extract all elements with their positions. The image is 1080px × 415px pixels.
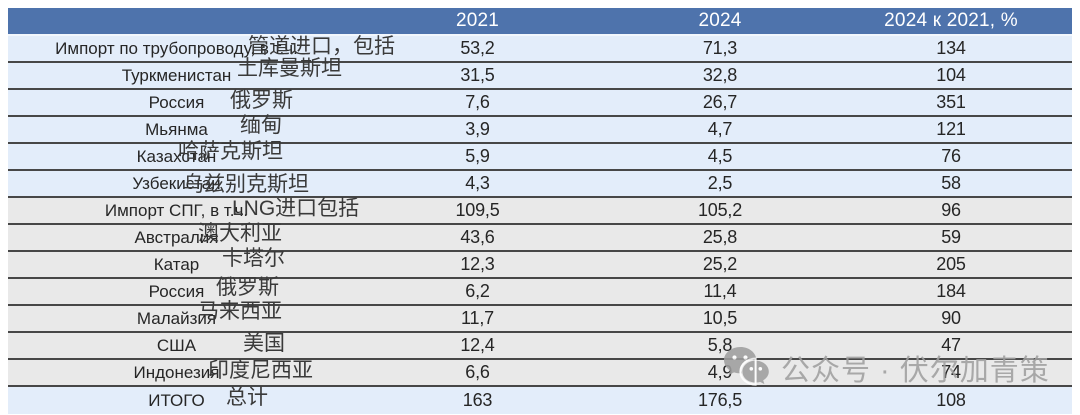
row-value: 12,3 [460,254,495,274]
row-label: США [156,335,197,355]
row-value: 96 [941,200,961,220]
row-label: Россия [148,92,205,112]
translation-overlay: 总计 [226,386,268,409]
row-label: ИТОГО [148,390,205,410]
translation-overlay: 土库曼斯坦 [237,57,342,80]
table-row: ИТОГО 163 176,5 108 [8,387,1072,414]
row-value: 43,6 [460,227,495,247]
table-row: Туркменистан 31,5 32,8 104 [8,63,1072,90]
row-value: 184 [936,281,966,301]
row-value: 4,9 [707,362,733,382]
row-value: 6,6 [465,362,490,382]
row-value: 32,8 [702,65,738,85]
translation-overlay: 澳大利亚 [198,222,282,245]
row-value: 26,7 [702,92,738,112]
row-value: 163 [462,390,493,410]
row-value: 25,8 [702,227,738,247]
translation-overlay: 缅甸 [240,114,282,137]
row-label: Индонезия [133,362,220,382]
row-value: 351 [936,92,966,112]
header-cell-ratio: 2024 к 2021, % [884,10,1018,31]
translation-overlay: 卡塔尔 [222,247,285,270]
row-value: 90 [941,308,961,328]
row-value: 2,5 [707,173,733,193]
translation-overlay: 美国 [243,332,285,355]
table-row: Казахстан 5,9 4,5 76 [8,144,1072,171]
imports-table: 2021 2024 2024 к 2021, % Импорт по трубо… [8,8,1072,414]
row-label: Узбекистан [132,173,221,193]
table-row: Индонезия 6,6 4,9 74 [8,360,1072,387]
row-value: 134 [936,38,966,58]
header-cell-label [8,8,345,34]
header-cell-2024: 2024 [698,10,742,31]
row-value: 6,2 [465,281,490,301]
header-cell-2021: 2021 [455,10,500,31]
table-row: Россия 7,6 26,7 351 [8,90,1072,117]
row-value: 108 [936,390,966,410]
row-value: 105,2 [697,200,743,220]
row-value: 11,7 [461,308,494,328]
translation-overlay: 管道进口，包括 [248,35,395,58]
row-value: 76 [941,146,961,166]
row-value: 47 [941,335,961,355]
row-value: 205 [936,254,966,274]
row-value: 176,5 [697,390,743,410]
table-row: Узбекистан 4,3 2,5 58 [8,171,1072,198]
row-value: 5,8 [707,335,733,355]
table-row: Малайзия 11,7 10,5 90 [8,306,1072,333]
row-value: 71,3 [702,38,738,58]
row-value: 11,4 [703,281,737,301]
watermark-text: 公众号 · 伏尔加青策 [781,355,1050,387]
row-label: Мьянма [145,119,208,139]
table-row: США 12,4 5,8 47 [8,333,1072,360]
row-value: 109,5 [455,200,500,220]
row-value: 4,7 [707,119,733,139]
row-value: 5,9 [465,146,490,166]
row-value: 4,5 [707,146,733,166]
table-row: Импорт по трубопроводу, в т.ч. 53,2 71,3 13… [8,36,1072,63]
table-body: Импорт по трубопроводу, в т.ч. 53,2 71,3 13… [8,36,1072,414]
row-label: Россия [148,281,205,301]
row-value: 4,3 [465,173,490,193]
table-row: Мьянма 3,9 4,7 121 [8,117,1072,144]
row-value: 7,6 [465,92,490,112]
row-label: Импорт СПГ, в т.ч. [104,200,249,220]
row-value: 121 [936,119,966,139]
row-value: 58 [941,173,961,193]
row-value: 3,9 [465,119,490,139]
watermark: 公众号 · 伏尔加青策 [722,344,1050,392]
row-label: Импорт по трубопроводу, в т.ч. [55,38,298,58]
table-header-row: 2021 2024 2024 к 2021, % [8,8,1072,36]
row-value: 31,5 [460,65,495,85]
translation-overlay: 俄罗斯 [230,89,293,112]
translation-overlay: 俄罗斯 [216,276,279,299]
row-value: 25,2 [702,254,738,274]
row-value: 104 [936,65,966,85]
row-label: Малайзия [136,308,217,328]
translation-overlay: 马来西亚 [198,300,282,323]
translation-overlay: 印度尼西亚 [208,359,313,382]
translation-overlay: LNG进口包括 [232,197,360,220]
table-row: Россия 6,2 11,4 184 [8,279,1072,306]
row-label: Туркменистан [121,65,232,85]
row-label: Катар [153,254,200,274]
row-value: 59 [941,227,961,247]
row-value: 10,5 [702,308,738,328]
row-label: Австралия [134,227,219,247]
translation-overlay: 哈萨克斯坦 [178,140,283,163]
row-value: 12,4 [460,335,495,355]
row-label: Казахстан [136,146,217,166]
table-row: Катар 12,3 25,2 205 [8,252,1072,279]
table-row: Импорт СПГ, в т.ч. 109,5 105,2 96 [8,198,1072,225]
table-row: Австралия 43,6 25,8 59 [8,225,1072,252]
translation-overlay: 乌兹别克斯坦 [183,173,309,196]
wechat-icon [724,347,769,386]
row-value: 53,2 [460,38,495,58]
row-value: 74 [941,362,961,382]
